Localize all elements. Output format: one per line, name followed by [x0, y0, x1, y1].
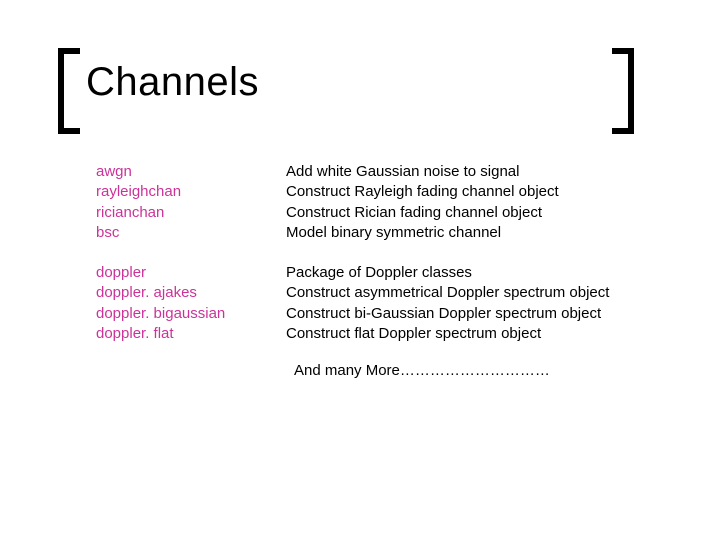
function-name: ricianchan	[96, 203, 286, 223]
list-item: doppler Package of Doppler classes	[96, 263, 656, 283]
function-desc: Construct Rician fading channel object	[286, 203, 656, 223]
list-item: rayleighchan Construct Rayleigh fading c…	[96, 182, 656, 202]
function-desc: Model binary symmetric channel	[286, 223, 656, 243]
function-name: doppler. ajakes	[96, 283, 286, 303]
function-name: rayleighchan	[96, 182, 286, 202]
list-item: doppler. ajakes Construct asymmetrical D…	[96, 283, 656, 303]
function-name: doppler. flat	[96, 324, 286, 344]
list-item: awgn Add white Gaussian noise to signal	[96, 162, 656, 182]
function-desc: Construct flat Doppler spectrum object	[286, 324, 656, 344]
list-item: doppler. bigaussian Construct bi-Gaussia…	[96, 304, 656, 324]
function-desc: Construct asymmetrical Doppler spectrum …	[286, 283, 656, 303]
function-name: bsc	[96, 223, 286, 243]
content-area: awgn Add white Gaussian noise to signal …	[96, 162, 656, 379]
list-item: doppler. flat Construct flat Doppler spe…	[96, 324, 656, 344]
title-bracket-right	[612, 48, 634, 134]
title-bracket-left	[58, 48, 80, 134]
group-divider	[96, 243, 656, 263]
function-name: doppler	[96, 263, 286, 283]
function-desc: Add white Gaussian noise to signal	[286, 162, 656, 182]
footer-text: And many More…………………………	[96, 362, 656, 379]
list-item: bsc Model binary symmetric channel	[96, 223, 656, 243]
slide: Channels awgn Add white Gaussian noise t…	[0, 0, 720, 540]
page-title: Channels	[86, 60, 259, 105]
list-item: ricianchan Construct Rician fading chann…	[96, 203, 656, 223]
function-name: awgn	[96, 162, 286, 182]
function-desc: Construct bi-Gaussian Doppler spectrum o…	[286, 304, 656, 324]
function-name: doppler. bigaussian	[96, 304, 286, 324]
function-desc: Package of Doppler classes	[286, 263, 656, 283]
function-desc: Construct Rayleigh fading channel object	[286, 182, 656, 202]
